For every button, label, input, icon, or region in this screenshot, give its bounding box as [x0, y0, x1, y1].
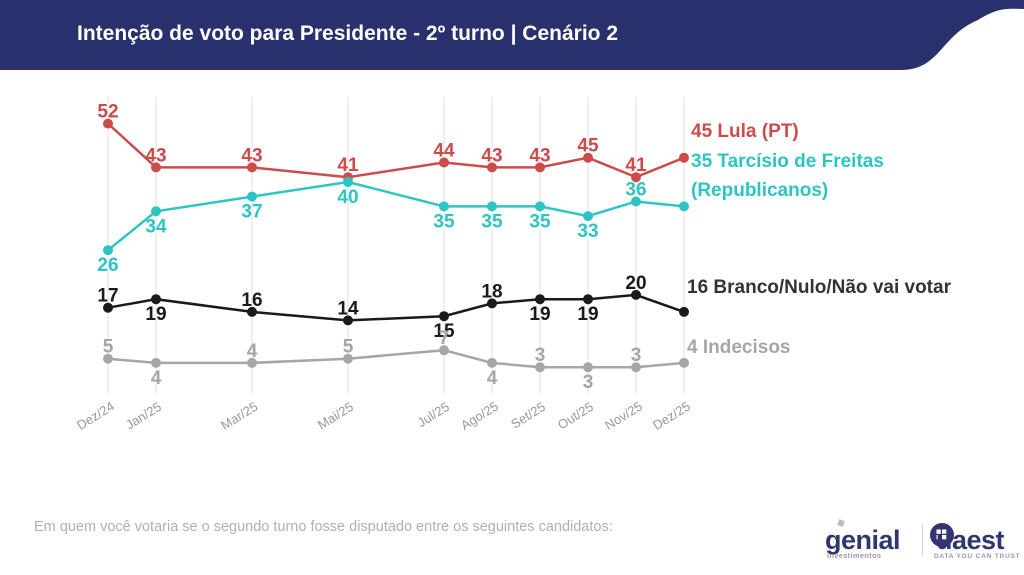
svg-text:20: 20: [625, 273, 646, 294]
svg-text:26: 26: [97, 255, 118, 276]
svg-text:34: 34: [145, 216, 167, 237]
svg-text:19: 19: [145, 304, 166, 325]
svg-text:16: 16: [241, 290, 262, 311]
svg-text:43: 43: [529, 145, 550, 166]
svg-text:43: 43: [241, 145, 262, 166]
svg-text:45: 45: [577, 136, 599, 157]
svg-text:19: 19: [577, 304, 598, 325]
svg-text:3: 3: [535, 345, 546, 366]
svg-text:41: 41: [337, 155, 359, 176]
svg-text:19: 19: [529, 304, 550, 325]
svg-text:3: 3: [631, 345, 642, 366]
svg-text:14: 14: [337, 298, 359, 319]
svg-text:35: 35: [433, 211, 455, 232]
svg-text:18: 18: [481, 281, 502, 302]
svg-text:7: 7: [439, 328, 450, 349]
svg-text:3: 3: [583, 372, 594, 393]
svg-text:35: 35: [529, 211, 551, 232]
svg-text:44: 44: [433, 141, 455, 162]
svg-text:uaest: uaest: [936, 525, 1005, 555]
svg-text:43: 43: [481, 145, 502, 166]
svg-text:4: 4: [151, 368, 162, 389]
svg-text:5: 5: [343, 337, 354, 358]
svg-text:41: 41: [625, 155, 647, 176]
svg-text:43: 43: [145, 145, 166, 166]
svg-text:36: 36: [625, 180, 646, 201]
svg-text:5: 5: [103, 337, 114, 358]
svg-text:40: 40: [337, 187, 358, 208]
svg-text:4: 4: [487, 368, 498, 389]
svg-text:17: 17: [97, 286, 118, 307]
svg-text:33: 33: [577, 221, 598, 242]
svg-text:37: 37: [241, 202, 262, 223]
svg-text:DATA YOU CAN TRUST: DATA YOU CAN TRUST: [934, 553, 1020, 560]
svg-text:35: 35: [481, 211, 503, 232]
svg-text:52: 52: [97, 102, 118, 123]
svg-text:investimentos: investimentos: [827, 551, 881, 560]
svg-text:4: 4: [247, 341, 258, 362]
